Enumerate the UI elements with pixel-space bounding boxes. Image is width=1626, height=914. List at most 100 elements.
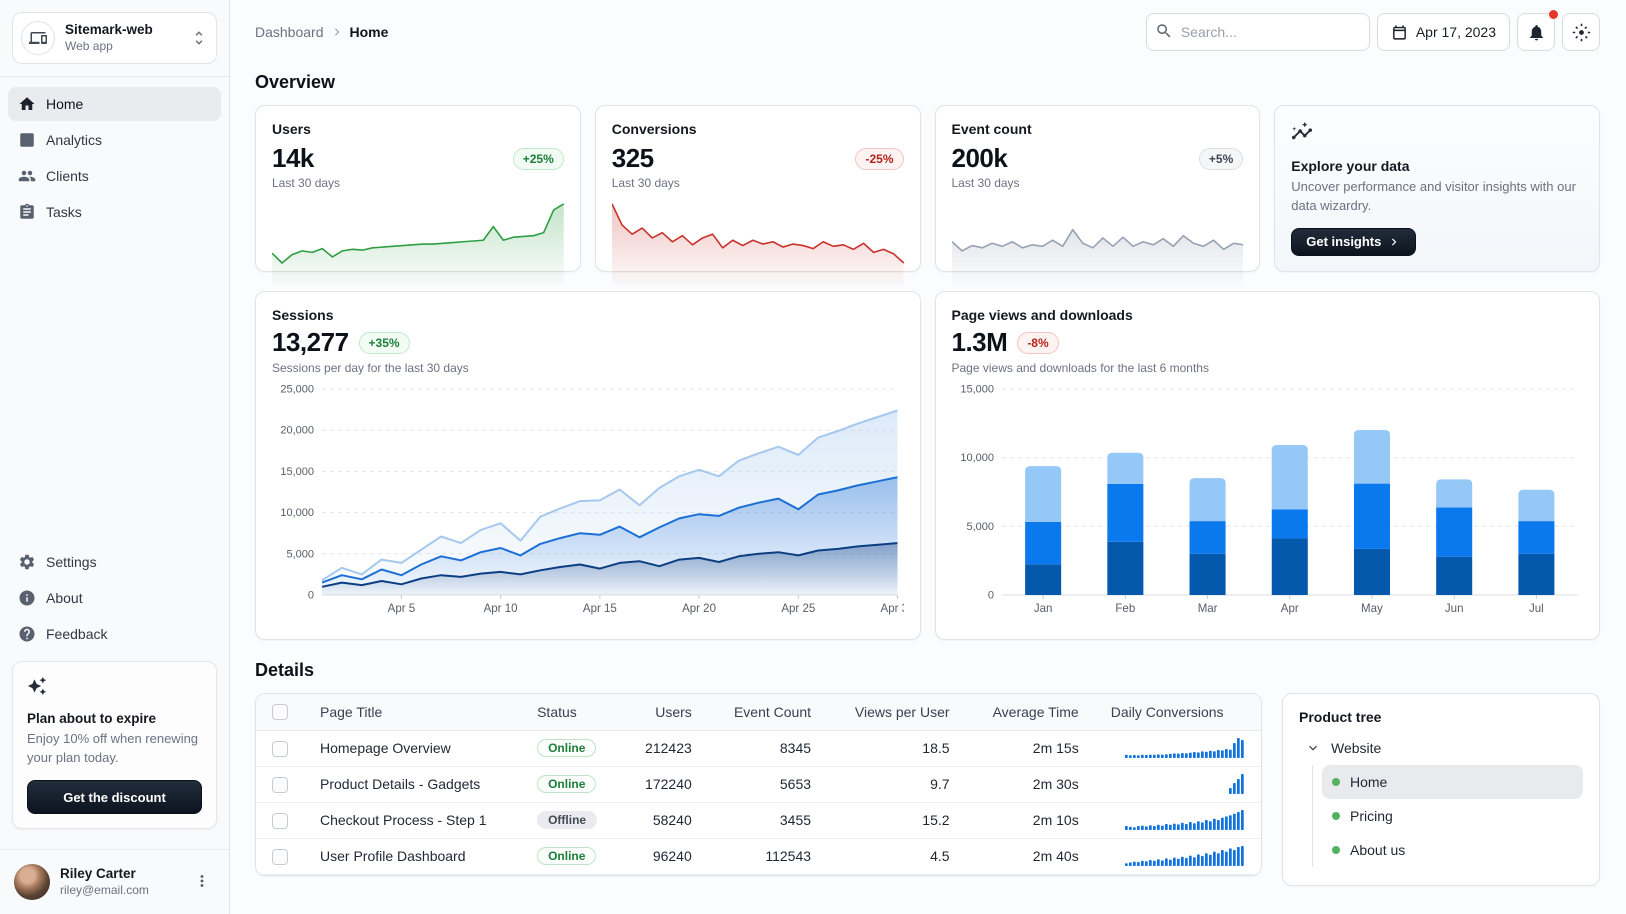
get-discount-button[interactable]: Get the discount	[27, 780, 202, 814]
sidebar-item-settings[interactable]: Settings	[8, 545, 221, 579]
cell-status: Online	[521, 730, 622, 767]
cell-page-title: Product Details - Gadgets	[304, 766, 522, 803]
row-checkbox[interactable]	[272, 812, 288, 829]
pageviews-value: 1.3M	[951, 327, 1008, 357]
sessions-delta-badge: +35%	[358, 331, 410, 354]
cell-users: 172240	[621, 766, 708, 803]
table-row[interactable]: Homepage Overview Online 212423 8345 18.5 2m …	[256, 730, 1261, 767]
tree-item-label: About us	[1350, 842, 1406, 858]
stat-card-caption: Last 30 days	[272, 176, 341, 190]
kebab-icon	[193, 872, 211, 893]
sidebar-secondary-nav: Settings About Feedback	[0, 535, 229, 661]
stat-card-value: 14k	[272, 143, 314, 173]
chevron-down-icon	[1305, 740, 1321, 756]
get-insights-button[interactable]: Get insights	[1291, 227, 1417, 256]
tree-item-pricing[interactable]: Pricing	[1322, 799, 1583, 833]
workspace-info: Sitemark-web Web app	[65, 22, 180, 54]
user-info: Riley Carter riley@email.com	[60, 866, 179, 898]
stat-card-sparkline	[951, 198, 1244, 286]
stat-card-delta-badge: +5%	[1198, 147, 1244, 170]
table-row[interactable]: Checkout Process - Step 1 Offline 58240 345…	[256, 802, 1261, 839]
column-header[interactable]: Views per User	[827, 694, 966, 731]
theme-toggle-button[interactable]	[1562, 13, 1600, 51]
pageviews-card: Page views and downloads 1.3M -8% Page v…	[934, 291, 1600, 640]
user-menu-button[interactable]	[189, 868, 215, 897]
breadcrumb-dashboard[interactable]: Dashboard	[255, 24, 324, 40]
stat-card-value: 325	[611, 143, 654, 173]
notifications-button[interactable]	[1517, 10, 1558, 51]
promo-button-label: Get insights	[1306, 234, 1382, 250]
status-badge: Online	[537, 775, 597, 793]
sessions-subtitle: Sessions per day for the last 30 days	[272, 361, 469, 375]
column-header[interactable]: Users	[621, 694, 708, 731]
svg-text:15,000: 15,000	[960, 384, 994, 396]
tree-item-home[interactable]: Home	[1322, 765, 1583, 799]
avatar	[14, 864, 50, 900]
svg-text:Apr 10: Apr 10	[484, 603, 518, 615]
sidebar-item-tasks[interactable]: Tasks	[8, 195, 221, 229]
sidebar-item-about[interactable]: About	[8, 581, 221, 615]
cell-daily-conversions	[1094, 802, 1261, 839]
column-header[interactable]: Event Count	[707, 694, 828, 731]
cell-daily-conversions	[1094, 838, 1261, 875]
column-header[interactable]: Status	[521, 694, 622, 731]
column-header[interactable]: Average Time	[965, 694, 1095, 731]
pageviews-chart-svg: 0 5,000 10,000 15,000 Jan Feb Mar Apr May Jun Jul	[960, 384, 1577, 615]
nav-item-label: Analytics	[46, 132, 103, 148]
column-header[interactable]: Page Title	[304, 694, 522, 731]
column-header[interactable]: Daily Conversions	[1094, 694, 1261, 731]
nav-item-label: Settings	[46, 554, 97, 571]
svg-text:Apr 15: Apr 15	[583, 603, 617, 615]
select-all-checkbox[interactable]	[272, 704, 288, 721]
tree-item-about-us[interactable]: About us	[1322, 833, 1583, 867]
cell-page-title: User Profile Dashboard	[304, 838, 522, 875]
row-checkbox[interactable]	[272, 740, 288, 757]
details-row: Page Title Status Users Event Count Views pe…	[255, 693, 1600, 886]
cell-status: Online	[521, 838, 622, 875]
sparkline	[272, 198, 564, 286]
explore-data-card: Explore your data Uncover performance an…	[1274, 105, 1600, 272]
bullet-icon	[1332, 846, 1340, 854]
sidebar-main-nav: Home Analytics Clients Tasks	[0, 77, 229, 239]
tree-item-label: Home	[1350, 774, 1388, 790]
sidebar-divider	[0, 76, 229, 77]
insights-icon	[1291, 121, 1313, 148]
help-icon	[18, 625, 36, 643]
sidebar-item-analytics[interactable]: Analytics	[8, 123, 221, 157]
stat-card-event-count: Event count 200k +5% Last 30 days	[934, 105, 1261, 286]
search-input[interactable]	[1145, 13, 1370, 51]
topbar: Dashboard Home Apr 17, 2023	[255, 10, 1600, 52]
cell-event-count: 112543	[707, 838, 828, 875]
status-badge: Online	[537, 847, 597, 865]
stat-card-conversions: Conversions 325 -25% Last 30 days	[594, 105, 921, 286]
row-checkbox[interactable]	[272, 848, 288, 865]
row-checkbox[interactable]	[272, 776, 288, 793]
date-picker-button[interactable]: Apr 17, 2023	[1376, 13, 1510, 51]
settings-icon	[18, 553, 36, 571]
charts-row: Sessions 13,277 +35% Sessions per day fo…	[255, 291, 1600, 640]
sidebar-item-feedback[interactable]: Feedback	[8, 617, 221, 651]
sidebar-item-clients[interactable]: Clients	[8, 159, 221, 193]
table-row[interactable]: User Profile Dashboard Online 96240 112543 4…	[256, 838, 1261, 875]
tree-item-website[interactable]: Website	[1299, 731, 1583, 765]
home-icon	[18, 95, 36, 113]
workspace-type: Web app	[65, 38, 113, 53]
sessions-value: 13,277	[272, 327, 349, 357]
cell-average-time: 2m 30s	[965, 766, 1095, 803]
sidebar-item-home[interactable]: Home	[8, 87, 221, 121]
user-profile: Riley Carter riley@email.com	[0, 849, 229, 914]
sidebar-spacer	[0, 239, 229, 535]
stat-card-caption: Last 30 days	[951, 176, 1020, 190]
stat-card-title: Conversions	[611, 121, 697, 137]
sidebar: Sitemark-web Web app Home Analytics Client…	[0, 0, 230, 914]
people-icon	[18, 167, 36, 185]
stat-card-sparkline	[611, 198, 904, 286]
svg-text:Mar: Mar	[1197, 603, 1217, 615]
details-title: Details	[255, 660, 315, 680]
svg-text:Jul: Jul	[1529, 603, 1544, 615]
workspace-selector[interactable]: Sitemark-web Web app	[12, 12, 217, 64]
unfold-more-icon	[190, 29, 208, 47]
table-row[interactable]: Product Details - Gadgets Online 172240 565…	[256, 766, 1261, 803]
stat-card-value: 200k	[951, 143, 1008, 173]
bullet-icon	[1332, 812, 1340, 820]
